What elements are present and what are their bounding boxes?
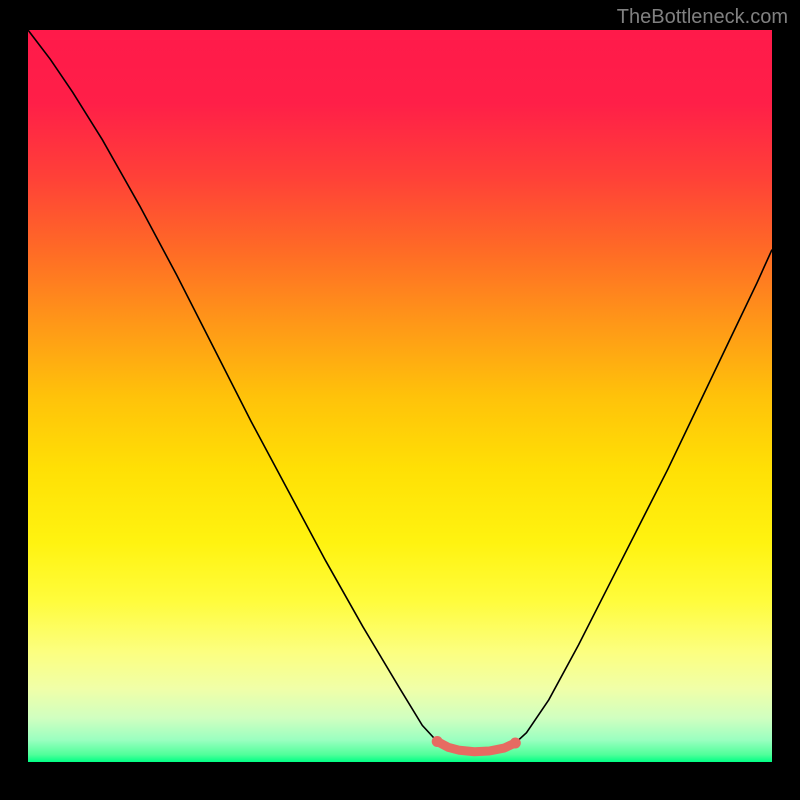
watermark-text: TheBottleneck.com [617, 6, 788, 29]
optimal-range-end-dot [510, 737, 521, 748]
chart-background [28, 30, 772, 762]
optimal-range-start-dot [432, 736, 443, 747]
chart-svg [28, 30, 772, 762]
chart-plot-area [28, 30, 772, 762]
